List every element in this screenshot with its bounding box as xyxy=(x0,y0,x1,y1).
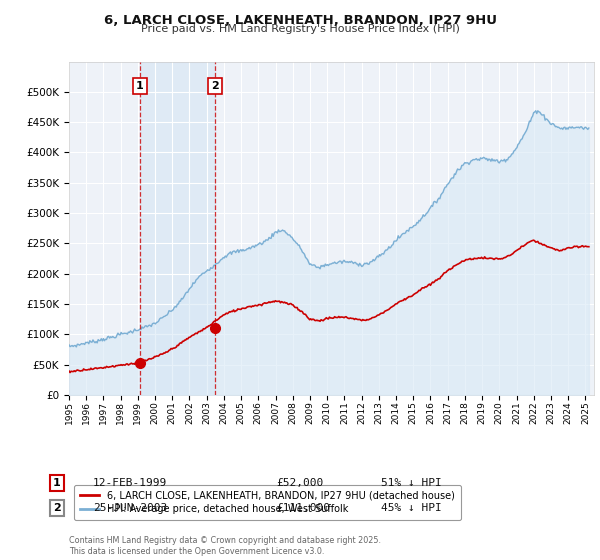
Bar xyxy=(140,62,215,395)
Text: 2: 2 xyxy=(211,81,219,91)
Text: 2: 2 xyxy=(53,503,61,513)
Legend: 6, LARCH CLOSE, LAKENHEATH, BRANDON, IP27 9HU (detached house), HPI: Average pri: 6, LARCH CLOSE, LAKENHEATH, BRANDON, IP2… xyxy=(74,484,461,520)
Text: 51% ↓ HPI: 51% ↓ HPI xyxy=(381,478,442,488)
Text: 1: 1 xyxy=(136,81,144,91)
Text: £52,000: £52,000 xyxy=(276,478,323,488)
Text: 25-JUN-2003: 25-JUN-2003 xyxy=(93,503,167,513)
Text: £111,000: £111,000 xyxy=(276,503,330,513)
Text: 45% ↓ HPI: 45% ↓ HPI xyxy=(381,503,442,513)
Text: Price paid vs. HM Land Registry's House Price Index (HPI): Price paid vs. HM Land Registry's House … xyxy=(140,24,460,34)
Text: 6, LARCH CLOSE, LAKENHEATH, BRANDON, IP27 9HU: 6, LARCH CLOSE, LAKENHEATH, BRANDON, IP2… xyxy=(104,14,497,27)
Text: 1: 1 xyxy=(53,478,61,488)
Text: 12-FEB-1999: 12-FEB-1999 xyxy=(93,478,167,488)
Text: Contains HM Land Registry data © Crown copyright and database right 2025.
This d: Contains HM Land Registry data © Crown c… xyxy=(69,536,381,556)
